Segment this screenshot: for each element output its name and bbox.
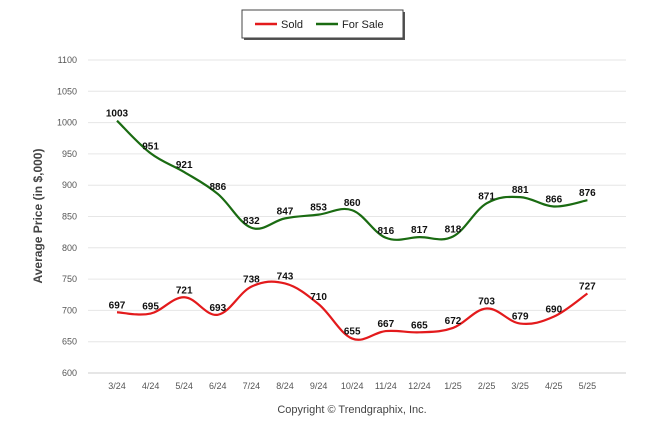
- x-axis-ticks: 3/24 4/24 5/24 6/24 7/24 8/24 9/24 10/24 11/24 12…: [108, 381, 596, 391]
- data-label-for-sale: 853: [310, 203, 327, 214]
- legend-label-sold: Sold: [281, 19, 303, 31]
- data-label-sold: 667: [377, 319, 394, 330]
- y-tick-label: 1100: [58, 55, 77, 65]
- y-tick-label: 600: [62, 368, 77, 378]
- x-tick-label: 7/24: [243, 381, 261, 391]
- y-axis-ticks: 600 650 700 750 800 850 900 950 1000 1050 1100: [57, 55, 77, 378]
- data-label-sold: 703: [478, 297, 495, 308]
- y-tick-label: 800: [62, 243, 77, 253]
- data-label-sold: 693: [209, 303, 226, 314]
- x-tick-label: 4/25: [545, 381, 563, 391]
- data-label-sold: 738: [243, 275, 260, 286]
- x-tick-label: 5/25: [579, 381, 597, 391]
- gridlines: [88, 59, 626, 374]
- x-tick-label: 10/24: [341, 381, 364, 391]
- data-label-sold: 695: [142, 302, 159, 313]
- data-label-sold: 710: [310, 292, 327, 303]
- series-line-sold: [116, 280, 589, 341]
- data-label-sold: 727: [579, 281, 596, 292]
- legend-label-for-sale: For Sale: [342, 19, 384, 31]
- data-label-sold: 665: [411, 320, 428, 331]
- data-label-for-sale: 818: [445, 225, 462, 236]
- y-tick-label: 700: [62, 305, 77, 315]
- y-tick-label: 1000: [57, 118, 77, 128]
- x-tick-label: 6/24: [209, 381, 227, 391]
- value-labels: 697 695 721 693 738 743 710 655 667 665 672 703 679 6…: [106, 109, 596, 338]
- series-lines: [116, 119, 589, 341]
- data-label-for-sale: 886: [209, 182, 226, 193]
- y-tick-label: 1050: [57, 86, 77, 96]
- y-tick-label: 850: [62, 212, 77, 222]
- data-label-for-sale: 860: [344, 198, 361, 209]
- data-label-for-sale: 876: [579, 188, 596, 199]
- data-label-sold: 697: [109, 300, 126, 311]
- x-tick-label: 12/24: [408, 381, 431, 391]
- y-tick-label: 900: [62, 180, 77, 190]
- series-line-for-sale: [116, 119, 588, 241]
- data-label-for-sale: 866: [545, 194, 562, 205]
- y-tick-label: 650: [62, 337, 77, 347]
- data-label-for-sale: 832: [243, 216, 260, 227]
- data-label-for-sale: 817: [411, 225, 428, 236]
- x-tick-label: 5/24: [175, 381, 193, 391]
- y-tick-label: 950: [62, 149, 77, 159]
- x-tick-label: 9/24: [310, 381, 328, 391]
- data-label-for-sale: 951: [142, 141, 159, 152]
- data-label-sold: 672: [445, 316, 462, 327]
- data-label-for-sale: 816: [377, 226, 394, 237]
- legend: Sold For Sale: [241, 9, 405, 40]
- data-label-sold: 690: [545, 305, 562, 316]
- x-tick-label: 1/25: [444, 381, 462, 391]
- data-label-sold: 743: [277, 271, 294, 282]
- x-tick-label: 3/24: [108, 381, 126, 391]
- x-tick-label: 2/25: [478, 381, 496, 391]
- data-label-sold: 655: [344, 327, 361, 338]
- data-label-sold: 721: [176, 285, 193, 296]
- x-tick-label: 8/24: [276, 381, 294, 391]
- x-tick-label: 4/24: [142, 381, 160, 391]
- copyright-footer: Copyright © Trendgraphix, Inc.: [277, 404, 426, 416]
- y-axis-title: Average Price (in $,000): [31, 149, 45, 284]
- y-tick-label: 750: [62, 274, 77, 284]
- data-label-for-sale: 881: [512, 185, 529, 196]
- data-label-for-sale: 1003: [106, 109, 129, 120]
- x-tick-label: 3/25: [511, 381, 529, 391]
- data-label-for-sale: 847: [277, 206, 294, 217]
- x-tick-label: 11/24: [375, 381, 397, 391]
- data-label-sold: 679: [512, 312, 529, 323]
- data-label-for-sale: 871: [478, 191, 495, 202]
- data-label-for-sale: 921: [176, 160, 193, 171]
